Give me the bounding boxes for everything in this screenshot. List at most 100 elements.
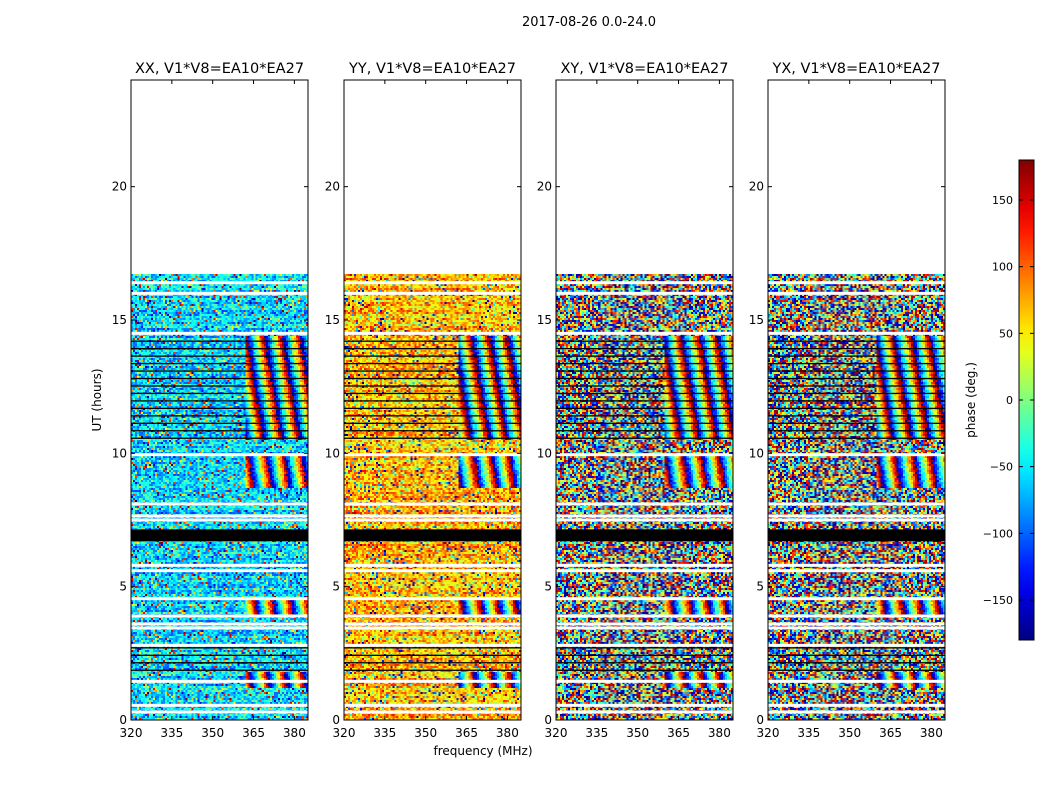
gap-line bbox=[768, 291, 945, 295]
x-tick-label: 365 bbox=[455, 726, 478, 740]
gap-line bbox=[344, 622, 521, 626]
y-tick-label: 15 bbox=[325, 313, 340, 327]
flag-line bbox=[131, 407, 308, 410]
gap-line bbox=[131, 453, 308, 457]
flag-line bbox=[131, 392, 308, 395]
flag-line bbox=[131, 437, 308, 439]
gap-line bbox=[131, 703, 308, 707]
x-tick-label: 365 bbox=[242, 726, 265, 740]
gap-line bbox=[768, 518, 945, 522]
y-tick-label: 5 bbox=[756, 580, 764, 594]
flag-line bbox=[344, 340, 521, 342]
flag-line bbox=[556, 415, 733, 417]
flag-line bbox=[344, 415, 521, 417]
x-tick-label: 380 bbox=[283, 726, 306, 740]
panel-frame bbox=[555, 79, 734, 721]
phase-heatmap bbox=[556, 80, 733, 720]
y-tick-label: 20 bbox=[749, 180, 764, 194]
gap-line bbox=[768, 502, 945, 506]
gap-line bbox=[556, 331, 733, 335]
gap-line bbox=[344, 514, 521, 518]
gap-line bbox=[344, 703, 521, 707]
flag-line bbox=[556, 422, 733, 424]
flag-line bbox=[131, 662, 308, 664]
flag-line bbox=[556, 654, 733, 656]
y-tick-label: 0 bbox=[332, 713, 340, 727]
gap-line bbox=[556, 281, 733, 285]
x-tick-label: 365 bbox=[879, 726, 902, 740]
x-tick-label: 380 bbox=[496, 726, 519, 740]
flag-line bbox=[768, 340, 945, 342]
x-tick-label: 365 bbox=[667, 726, 690, 740]
gap-line bbox=[768, 626, 945, 630]
flag-line bbox=[768, 415, 945, 417]
gap-line bbox=[556, 291, 733, 295]
colorbar-tick-label: −100 bbox=[983, 527, 1013, 540]
x-axis-label: frequency (MHz) bbox=[433, 744, 532, 758]
flag-line bbox=[131, 422, 308, 424]
gap-line bbox=[344, 331, 521, 335]
panel-frame bbox=[130, 79, 309, 721]
flag-line bbox=[344, 400, 521, 402]
x-tick-label: 335 bbox=[160, 726, 183, 740]
flag-line bbox=[768, 647, 945, 649]
gap-line bbox=[131, 597, 308, 601]
flag-line bbox=[556, 662, 733, 664]
flag-line bbox=[131, 415, 308, 417]
panel-title: XX, V1*V8=EA10*EA27 bbox=[135, 61, 304, 77]
flag-line bbox=[131, 340, 308, 342]
flag-line bbox=[556, 669, 733, 671]
y-tick-label: 10 bbox=[112, 446, 127, 460]
flag-band bbox=[556, 529, 733, 542]
x-tick-label: 350 bbox=[414, 726, 437, 740]
panels: XX, V1*V8=EA10*EA27 320 335 350 365 380 0 5 10 15… bbox=[112, 61, 946, 740]
flag-line bbox=[344, 647, 521, 649]
flag-line bbox=[556, 370, 733, 372]
y-tick-label: 5 bbox=[332, 580, 340, 594]
x-tick-label: 335 bbox=[797, 726, 820, 740]
gap-line bbox=[344, 518, 521, 522]
panel-3: XY, V1*V8=EA10*EA27 320 335 350 365 380 0 5 10 15… bbox=[537, 61, 734, 740]
gap-line bbox=[131, 569, 308, 573]
gap-line bbox=[131, 514, 308, 518]
flag-line bbox=[556, 647, 733, 649]
suptitle: 2017-08-26 0.0-24.0 bbox=[522, 15, 656, 30]
panel-title: XY, V1*V8=EA10*EA27 bbox=[560, 61, 728, 77]
gap-line bbox=[768, 643, 945, 647]
gap-line bbox=[344, 597, 521, 601]
flag-line bbox=[556, 377, 733, 380]
gap-line bbox=[344, 291, 521, 295]
gap-line bbox=[768, 710, 945, 714]
panel-title: YY, V1*V8=EA10*EA27 bbox=[348, 61, 516, 77]
gap-line bbox=[768, 679, 945, 683]
flag-line bbox=[556, 430, 733, 432]
flag-line bbox=[131, 370, 308, 372]
gap-line bbox=[344, 453, 521, 457]
gap-line bbox=[131, 626, 308, 630]
flag-line bbox=[556, 385, 733, 387]
gap-line bbox=[344, 569, 521, 573]
flag-line bbox=[768, 370, 945, 372]
colorbar-label: phase (deg.) bbox=[964, 362, 978, 438]
flag-line bbox=[768, 400, 945, 402]
flag-line bbox=[131, 400, 308, 402]
y-tick-label: 0 bbox=[544, 713, 552, 727]
flag-line bbox=[344, 662, 521, 664]
x-tick-label: 350 bbox=[201, 726, 224, 740]
colorbar-tick-label: 150 bbox=[992, 194, 1013, 207]
gap-line bbox=[344, 710, 521, 714]
gap-line bbox=[556, 710, 733, 714]
flag-line bbox=[344, 654, 521, 656]
x-tick-label: 320 bbox=[333, 726, 356, 740]
gap-line bbox=[131, 563, 308, 567]
colorbar-tick-label: −50 bbox=[990, 461, 1013, 474]
gap-line bbox=[556, 569, 733, 573]
gap-line bbox=[556, 453, 733, 457]
gap-line bbox=[768, 514, 945, 518]
flag-line bbox=[768, 377, 945, 380]
y-axis-label: UT (hours) bbox=[90, 368, 104, 431]
gap-line bbox=[131, 281, 308, 285]
phase-heatmap bbox=[131, 80, 308, 720]
flag-line bbox=[768, 654, 945, 656]
gap-line bbox=[131, 614, 308, 618]
